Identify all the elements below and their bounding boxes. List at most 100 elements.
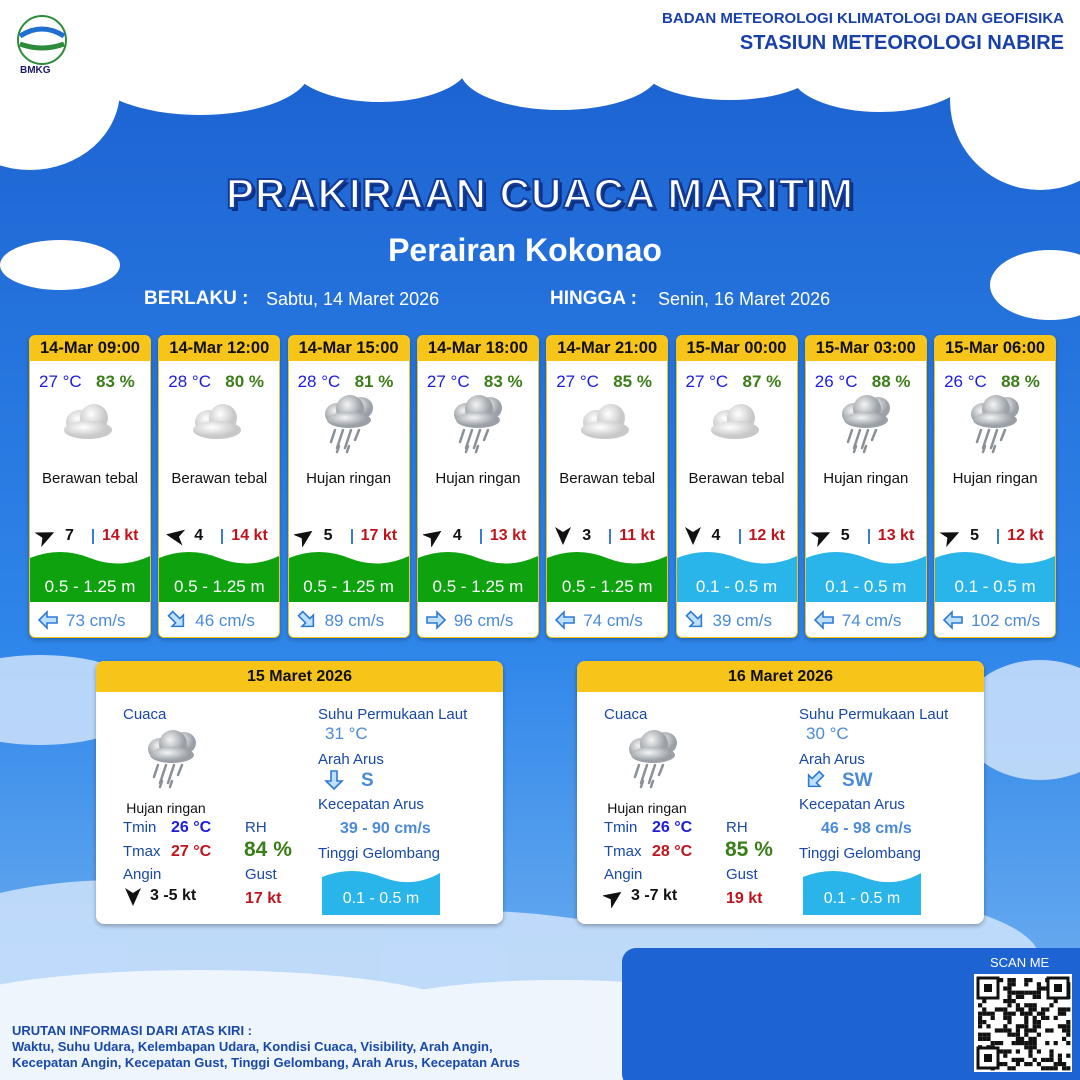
current-speed: 46 cm/s	[195, 611, 255, 630]
humidity: 85 %	[725, 838, 773, 861]
wind-arrow-graphic	[602, 891, 622, 909]
current-arrow-graphic	[807, 770, 825, 788]
wave	[935, 550, 1056, 607]
forecast-card: 15-Mar 03:00 26 °C 88 % Hujan ringan 5 13 kt…	[804, 335, 927, 638]
separator	[997, 529, 1000, 544]
wave-graphic	[935, 552, 1056, 602]
sst: 31 °C	[325, 724, 368, 743]
weather-icon	[963, 392, 1027, 461]
wave-height: 0.1 - 0.5 m	[825, 577, 907, 596]
weather-icon	[621, 727, 685, 796]
wind-speed: 5	[840, 527, 850, 544]
wave-graphic	[547, 552, 668, 602]
wave-height: 0.5 - 1.25 m	[173, 577, 265, 596]
gust: 17 kt	[245, 890, 282, 907]
wind-speed: 4	[194, 527, 204, 544]
panel-date: 15 Maret 2026	[96, 661, 503, 692]
wave-height: 0.1 - 0.5 m	[954, 577, 1036, 596]
air-temp: 26 °C	[944, 372, 987, 391]
wind-arrow-graphic	[555, 527, 572, 545]
wave-height: 0.5 - 1.25 m	[561, 577, 653, 596]
current-arrow	[941, 609, 965, 636]
card-time: 15-Mar 03:00	[805, 336, 926, 361]
gust: 19 kt	[726, 890, 763, 907]
wind-arrow	[292, 525, 316, 552]
card-time: 14-Mar 12:00	[159, 336, 280, 361]
weather-text: Hujan ringan	[823, 470, 909, 487]
gust: 11 kt	[619, 527, 655, 544]
wind-speed: 7	[65, 527, 74, 544]
sst: 30 °C	[806, 724, 849, 743]
humidity: 88 %	[1001, 372, 1040, 391]
wind-arrow	[164, 525, 186, 552]
gust: 13 kt	[489, 527, 527, 544]
wind-arrow	[552, 525, 574, 552]
current-arrow	[803, 769, 827, 796]
weather-icon-graphic	[64, 404, 112, 439]
wave-graphic	[322, 871, 440, 915]
card-time: 14-Mar 21:00	[547, 336, 668, 361]
current-arrow	[424, 609, 448, 636]
gust: 12 kt	[1007, 527, 1044, 544]
air-temp: 27 °C	[556, 372, 599, 391]
to-label: HINGGA :	[550, 288, 637, 309]
forecast-card: 15-Mar 06:00 26 °C 88 % Hujan ringan 5 12 kt…	[934, 335, 1057, 638]
forecast-card: 14-Mar 09:00 27 °C 83 % Berawan tebal 7 14 k…	[29, 335, 151, 638]
humidity: 80 %	[225, 372, 265, 391]
wave	[288, 550, 409, 607]
legend-line: Waktu, Suhu Udara, Kelembapan Udara, Kon…	[12, 1039, 493, 1054]
wind-arrow	[122, 886, 144, 913]
air-temp: 26 °C	[814, 372, 858, 391]
legend-title: URUTAN INFORMASI DARI ATAS KIRI :	[12, 1023, 252, 1038]
wave-height: 0.1 - 0.5 m	[342, 890, 420, 907]
tmax: 28 °C	[652, 843, 693, 860]
humidity: 83 %	[483, 372, 523, 391]
current-arrow-graphic	[324, 770, 344, 791]
wave-graphic	[417, 552, 538, 602]
current-arrow-graphic	[167, 610, 185, 628]
wind-arrow-graphic	[292, 530, 312, 548]
separator	[479, 529, 482, 544]
humidity: 85 %	[613, 372, 652, 391]
wind-arrow	[602, 886, 625, 913]
card-time: 15-Mar 00:00	[676, 336, 797, 361]
current-speed: 73 cm/s	[66, 611, 126, 630]
current-arrow-graphic	[813, 610, 834, 630]
gust: 14 kt	[231, 527, 268, 544]
label: Tinggi Gelombang	[799, 845, 922, 862]
current-arrow-graphic	[37, 610, 58, 630]
weather-text: Berawan tebal	[171, 470, 268, 487]
station-name: STASIUN METEOROLOGI NABIRE	[739, 32, 1064, 54]
wind-speed: 5	[970, 527, 979, 544]
wind: 3 -7 kt	[631, 887, 678, 904]
current-speed: 46 - 98 cm/s	[821, 820, 912, 837]
to-date: Senin, 16 Maret 2026	[658, 289, 831, 309]
wave	[547, 550, 668, 607]
weather-text: Hujan ringan	[126, 800, 206, 816]
wave-graphic	[159, 552, 280, 602]
panel-date: 16 Maret 2026	[577, 661, 984, 692]
label: Angin	[604, 866, 643, 883]
gust: 14 kt	[102, 527, 139, 544]
separator	[738, 529, 741, 544]
air-temp: 27 °C	[39, 372, 82, 391]
weather-text: Berawan tebal	[42, 470, 138, 487]
current-speed: 89 cm/s	[324, 611, 385, 630]
humidity: 83 %	[96, 372, 135, 391]
from-label: BERLAKU :	[144, 288, 249, 309]
wave	[805, 550, 926, 607]
current-arrow	[322, 769, 346, 796]
label: Arah Arus	[318, 751, 384, 768]
forecast-card: 14-Mar 18:00 27 °C 83 % Hujan ringan 4 13 kt…	[416, 335, 539, 638]
air-temp: 27 °C	[685, 372, 729, 391]
wind-arrow	[939, 525, 962, 552]
card-time: 14-Mar 15:00	[288, 336, 409, 361]
separator	[867, 529, 870, 544]
wind-arrow-graphic	[421, 530, 442, 548]
wave-height: 0.5 - 1.25 m	[432, 577, 524, 596]
wave-height: 0.5 - 1.25 m	[44, 577, 136, 596]
wave	[322, 867, 440, 920]
wave-height: 0.5 - 1.25 m	[303, 577, 394, 596]
wave	[417, 550, 538, 607]
label: Tmax	[123, 843, 161, 860]
